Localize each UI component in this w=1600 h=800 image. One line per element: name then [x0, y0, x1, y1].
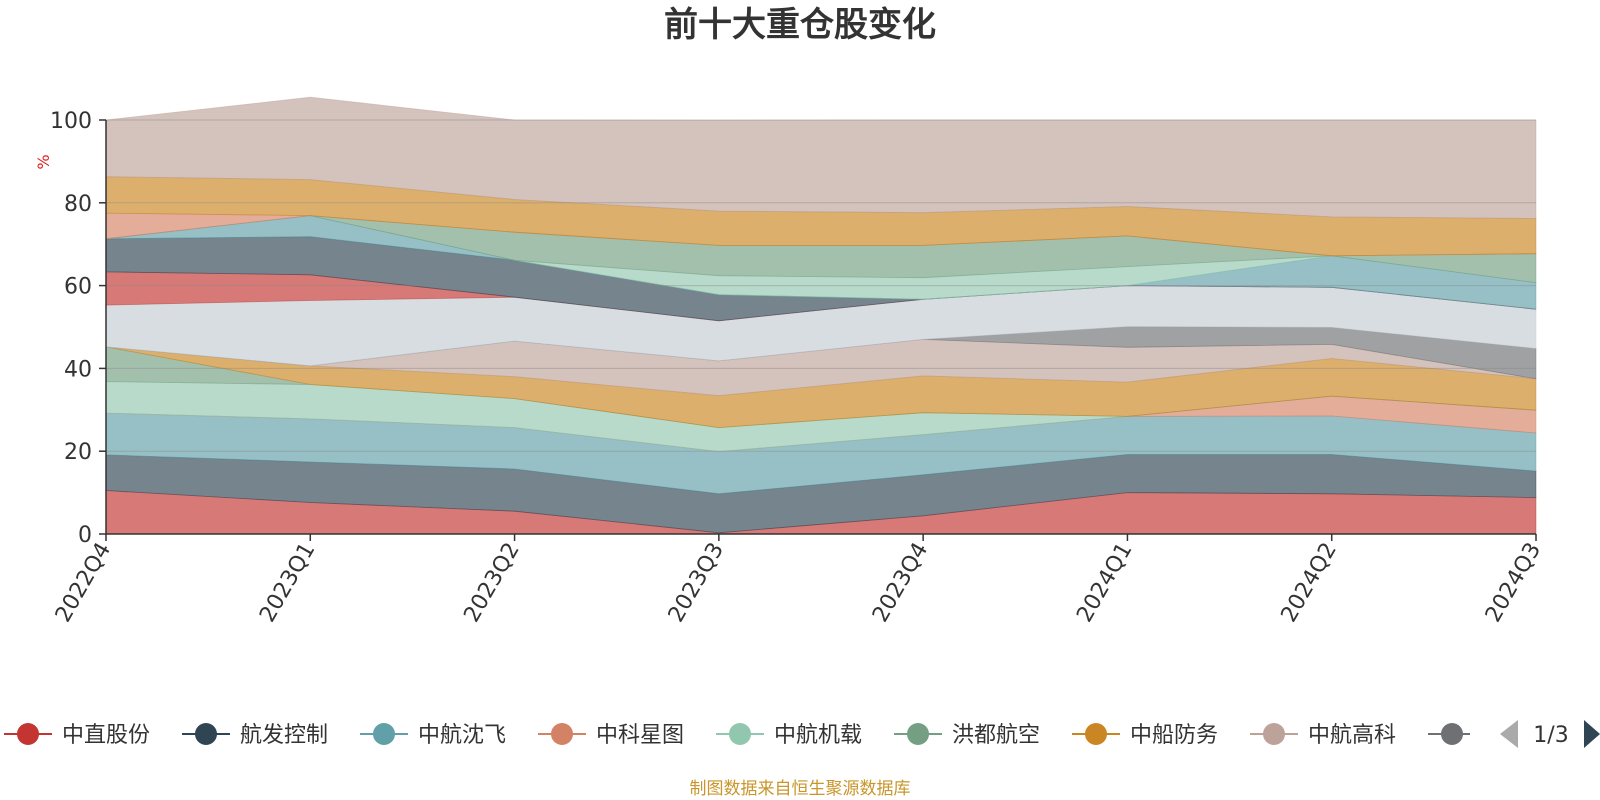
legend-label: 航发控制	[240, 723, 328, 748]
legend-next-page-icon[interactable]	[1584, 720, 1600, 748]
x-tick-label: 2023Q2	[459, 539, 524, 627]
y-axis-unit-label: %	[34, 154, 53, 169]
legend-marker-icon	[729, 723, 751, 745]
area-series-group	[105, 96, 1537, 535]
legend-item[interactable]: 中科星图	[538, 723, 684, 748]
y-tick-label: 100	[50, 109, 92, 134]
legend-label: 洪都航空	[952, 723, 1040, 748]
y-tick-label: 80	[64, 192, 92, 217]
x-tick-label: 2022Q4	[51, 539, 116, 627]
x-tick-label: 2024Q2	[1277, 539, 1342, 627]
legend-label: 中船防务	[1130, 723, 1218, 748]
x-tick-label: 2024Q3	[1481, 539, 1546, 627]
legend-item[interactable]: 中航机载	[716, 723, 862, 748]
legend-marker-icon	[907, 723, 929, 745]
legend-pager-background	[1470, 700, 1600, 770]
legend-label: 中航沈飞	[418, 723, 506, 748]
y-tick-label: 20	[64, 440, 92, 465]
y-tick-label: 40	[64, 357, 92, 382]
legend-prev-page-icon[interactable]	[1500, 720, 1518, 748]
legend-page-indicator: 1/3	[1533, 723, 1568, 748]
legend-label: 中科星图	[596, 723, 684, 748]
legend-item[interactable]: 洪都航空	[894, 723, 1040, 748]
legend-marker-icon	[195, 723, 217, 745]
legend-marker-icon	[1441, 723, 1463, 745]
legend-item[interactable]: 中航高科	[1250, 723, 1396, 748]
legend-label: 中直股份	[62, 723, 150, 748]
legend-item[interactable]	[1428, 723, 1476, 745]
legend[interactable]: 中直股份 航发控制 中航沈飞 中科星图 中航机载 洪都航空 中船防务 中航高科 1/3	[4, 700, 1600, 770]
legend-marker-icon	[373, 723, 395, 745]
legend-label: 中航高科	[1308, 723, 1396, 748]
x-tick-label: 2024Q1	[1072, 539, 1137, 627]
y-tick-label: 60	[64, 275, 92, 300]
area-series-18	[105, 96, 1537, 219]
x-tick-label: 2023Q3	[664, 539, 729, 627]
legend-item[interactable]: 中航沈飞	[360, 723, 506, 748]
legend-item[interactable]: 中船防务	[1072, 723, 1218, 748]
legend-marker-icon	[1263, 723, 1285, 745]
legend-label: 中航机载	[774, 723, 862, 748]
x-tick-label: 2023Q1	[255, 539, 320, 627]
source-note: 制图数据来自恒生聚源数据库	[690, 779, 911, 799]
x-tick-label: 2023Q4	[868, 539, 933, 627]
legend-marker-icon	[551, 723, 573, 745]
legend-marker-icon	[17, 723, 39, 745]
y-tick-label: 0	[78, 523, 92, 548]
chart-title: 前十大重仓股变化	[664, 5, 936, 45]
legend-item[interactable]: 航发控制	[182, 723, 328, 748]
legend-item[interactable]: 中直股份	[4, 723, 150, 748]
legend-marker-icon	[1085, 723, 1107, 745]
